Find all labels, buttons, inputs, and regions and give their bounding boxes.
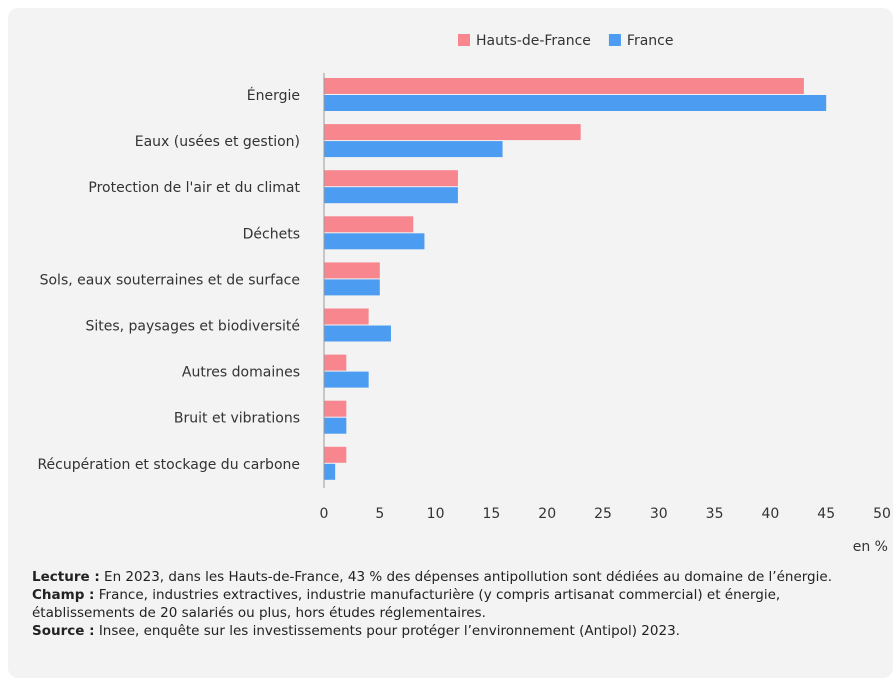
bar-france (324, 141, 503, 158)
bar-hauts-de-france (324, 308, 369, 325)
legend-label: Hauts-de-France (476, 33, 591, 49)
category-label: Eaux (usées et gestion) (135, 134, 300, 150)
bar-hauts-de-france (324, 354, 347, 371)
category-label: Énergie (247, 87, 300, 104)
legend-swatch (458, 34, 470, 46)
category-label: Bruit et vibrations (174, 411, 300, 427)
lecture-note: Lecture : En 2023, dans les Hauts-de-Fra… (32, 568, 872, 586)
source-note: Source : Insee, enquête sur les investis… (32, 622, 872, 640)
bar-france (324, 371, 369, 388)
bar-hauts-de-france (324, 170, 458, 187)
bar-france (324, 233, 425, 250)
legend-swatch (608, 34, 621, 46)
bar-france (324, 325, 391, 342)
lecture-label: Lecture : (32, 569, 100, 585)
x-tick-label: 10 (427, 506, 445, 522)
champ-note: Champ : France, industries extractives, … (32, 586, 872, 622)
x-tick-label: 45 (817, 506, 835, 522)
bar-france (324, 279, 380, 296)
x-unit-label: en % (853, 539, 888, 555)
chart-notes: Lecture : En 2023, dans les Hauts-de-Fra… (32, 568, 872, 640)
legend-label: France (627, 33, 674, 49)
x-tick-label: 15 (482, 506, 500, 522)
bar-hauts-de-france (324, 216, 414, 233)
category-label: Protection de l'air et du climat (88, 180, 300, 196)
bar-hauts-de-france (324, 78, 804, 94)
bar-hauts-de-france (324, 262, 380, 279)
x-tick-label: 0 (320, 506, 329, 522)
x-tick-label: 30 (650, 506, 668, 522)
x-tick-label: 50 (873, 506, 891, 522)
category-label: Sols, eaux souterraines et de surface (40, 272, 300, 288)
category-label: Sites, paysages et biodiversité (85, 319, 300, 335)
source-text: Insee, enquête sur les investissements p… (98, 623, 680, 639)
bar-hauts-de-france (324, 400, 347, 417)
lecture-text: En 2023, dans les Hauts-de-France, 43 % … (104, 569, 832, 585)
bar-france (324, 463, 336, 480)
chart-card (8, 8, 893, 678)
x-tick-label: 20 (538, 506, 556, 522)
source-label: Source : (32, 623, 95, 639)
bar-hauts-de-france (324, 124, 581, 141)
x-tick-label: 5 (375, 506, 384, 522)
x-tick-label: 25 (594, 506, 612, 522)
bar-france (324, 187, 458, 204)
category-label: Déchets (243, 226, 300, 242)
bar-chart: Hauts-de-France France Énergie Eaux (usées … (37, 33, 891, 555)
bar-france (324, 417, 347, 434)
bar-hauts-de-france (324, 446, 347, 463)
x-tick-label: 40 (761, 506, 779, 522)
x-tick-label: 35 (706, 506, 724, 522)
champ-text: France, industries extractives, industri… (32, 587, 781, 621)
champ-label: Champ : (32, 587, 95, 603)
category-label: Récupération et stockage du carbone (37, 457, 300, 473)
bar-france (324, 95, 827, 111)
category-label: Autres domaines (182, 365, 300, 381)
